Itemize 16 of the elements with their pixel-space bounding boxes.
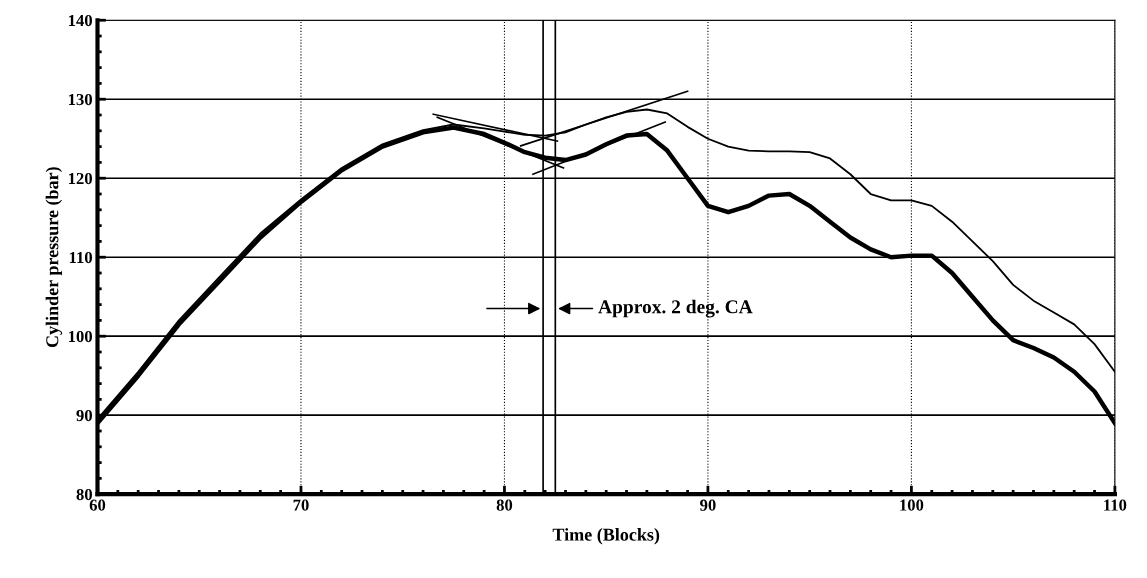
x-tick-label: 90 [700, 499, 716, 511]
y-tick-label: 90 [76, 409, 92, 422]
x-tick-label: 110 [1104, 499, 1127, 511]
y-tick-label: 120 [68, 172, 92, 185]
x-tick-label: 70 [293, 499, 309, 511]
y-tick-label: 80 [76, 488, 92, 501]
y-tick-label: 100 [68, 330, 92, 343]
annotation: Approx. 2 deg. CA [598, 299, 753, 318]
y-tick-label: 110 [69, 251, 92, 264]
y-axis-title: Cylinder pressure (bar) [45, 167, 63, 348]
y-tick-label: 140 [68, 14, 92, 27]
x-tick-label: 60 [89, 499, 106, 511]
x-tick-label: 80 [496, 499, 513, 511]
y-tick-label: 130 [68, 93, 92, 106]
x-tick-label: 100 [900, 499, 924, 511]
x-axis-title: Time (Blocks) [552, 528, 660, 545]
